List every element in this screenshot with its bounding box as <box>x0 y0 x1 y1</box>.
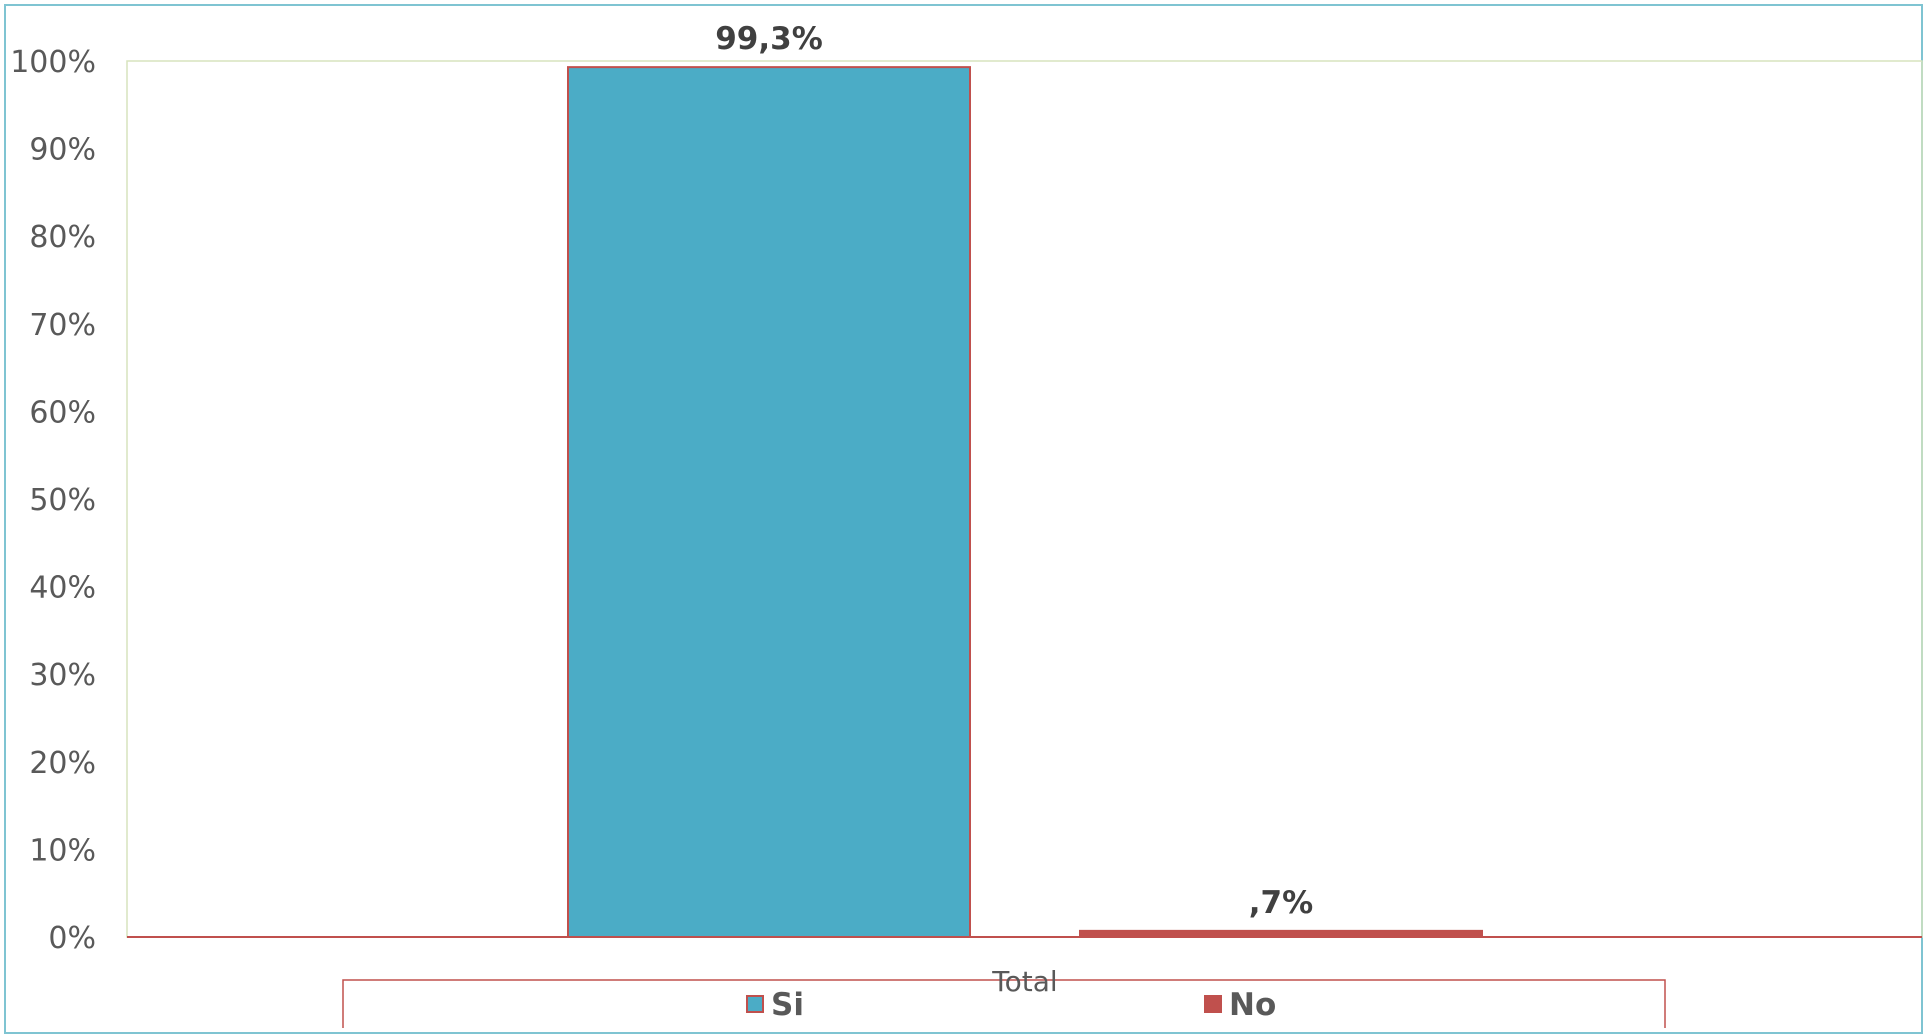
legend-label-si: Si <box>771 987 804 1023</box>
y-tick-label: 20% <box>29 746 96 781</box>
y-tick-label: 50% <box>29 483 96 518</box>
x-category-label: Total <box>991 965 1057 998</box>
y-tick-label: 80% <box>29 220 96 255</box>
data-label-si: 99,3% <box>715 21 823 57</box>
legend-box <box>342 979 1666 1028</box>
legend-swatch-no <box>1204 995 1222 1013</box>
y-tick-label: 30% <box>29 658 96 693</box>
y-tick-label: 40% <box>29 571 96 606</box>
bar-si <box>567 66 971 938</box>
y-tick-label: 90% <box>29 133 96 168</box>
y-tick-label: 70% <box>29 308 96 343</box>
y-tick-label: 100% <box>10 45 96 80</box>
y-tick-label: 0% <box>48 921 96 956</box>
legend-label-no: No <box>1229 987 1276 1023</box>
y-tick-label: 10% <box>29 833 96 868</box>
legend-swatch-si <box>746 995 764 1013</box>
y-tick-label: 60% <box>29 395 96 430</box>
data-label-no: ,7% <box>1249 885 1313 921</box>
plot-area <box>126 60 1923 938</box>
